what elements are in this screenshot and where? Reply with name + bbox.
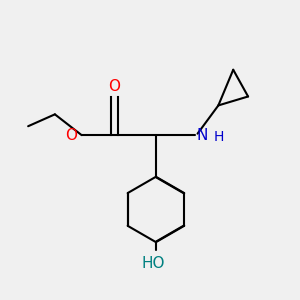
Text: N: N <box>196 128 207 142</box>
Text: H: H <box>214 130 224 144</box>
Text: HO: HO <box>141 256 165 271</box>
Text: O: O <box>65 128 77 142</box>
Text: O: O <box>108 79 120 94</box>
